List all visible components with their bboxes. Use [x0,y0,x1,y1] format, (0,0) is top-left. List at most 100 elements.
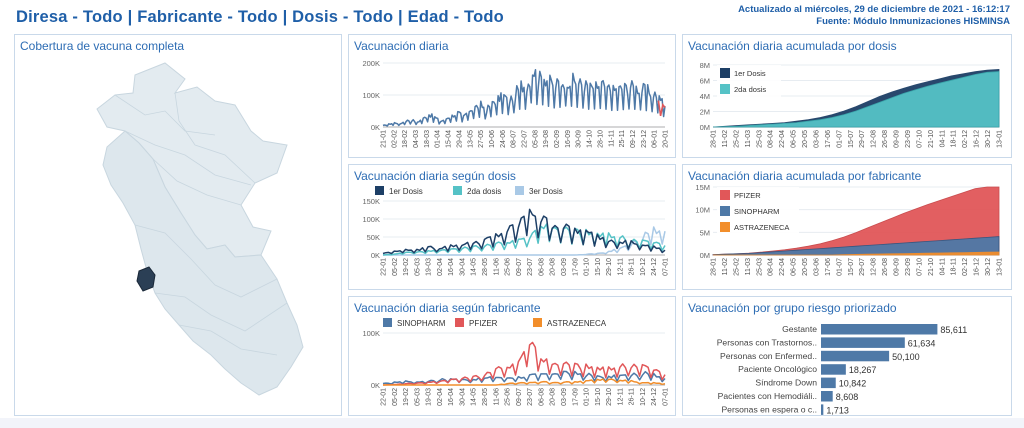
map-region-south[interactable] [102,130,304,396]
daily-x-tick: 02-02 [391,130,398,148]
daily-latest-segment[interactable] [657,100,666,117]
cummaker-x-tick: 26-08 [882,258,889,276]
dose-x-tick: 12-11 [617,258,624,275]
dose-y-tick: 0K [371,251,380,260]
panel-daily-maker: Vacunación diaria según fabricante 0K 100… [348,296,676,416]
risk-bar[interactable] [821,350,890,362]
cummaker-x-tick: 12-08 [871,258,878,276]
dose-legend-swatch[interactable] [453,186,462,195]
risk-bar[interactable] [821,404,824,415]
cummaker-legend-label[interactable]: PFIZER [734,191,761,200]
dose-x-tick: 25-06 [505,258,512,276]
cummaker-legend-label[interactable]: ASTRAZENECA [734,223,789,232]
cumdose-y-tick: 4M [700,92,710,101]
dose-legend-swatch[interactable] [515,186,524,195]
cummaker-y-tick: 10M [695,206,710,215]
map-region-lima-highlight[interactable] [136,266,156,292]
cummaker-legend-label[interactable]: SINOPHARM [734,207,779,216]
risk-value-label: 50,100 [892,352,920,362]
dose-legend-label[interactable]: 1er Dosis [389,187,423,196]
maker-x-tick: 15-10 [595,388,602,406]
cummaker-y-tick: 15M [695,183,710,192]
daily-x-tick: 18-03 [424,130,431,148]
cummaker-x-tick: 17-06 [825,258,832,276]
cummaker-legend-swatch[interactable] [720,206,730,216]
cummaker-x-tick: 21-10 [928,258,935,276]
daily-series-total[interactable] [382,68,666,127]
header-info: Actualizado al miércoles, 29 de diciembr… [738,4,1010,28]
maker-series-astrazeneca[interactable] [383,378,666,386]
cummaker-x-tick: 30-12 [985,258,992,276]
maker-x-tick: 29-10 [606,388,613,406]
chart-daily-maker[interactable]: 0K 100K 22-01 05-02 19-02 05-03 19-03 02-04 16-0… [349,297,676,416]
maker-legend-label[interactable]: SINOPHARM [397,319,446,328]
cummaker-x-tick: 02-12 [962,258,969,276]
cumdose-x-tick: 20-05 [802,130,809,148]
cummaker-area-sinopharm[interactable] [712,236,1000,256]
cummaker-legend-swatch[interactable] [720,222,730,232]
risk-bar[interactable] [821,377,836,389]
chart-risk-group[interactable]: Gestante 85,611 Personas con Trastornos.. 6… [683,297,1012,416]
map-panel: Cobertura de vacuna completa [14,34,342,416]
maker-legend-swatch[interactable] [383,318,392,327]
daily-x-tick: 24-06 [500,130,507,148]
cumdose-x-tick: 29-07 [859,130,866,148]
risk-bar[interactable] [821,324,938,335]
cummaker-x-tick: 11-02 [722,258,729,275]
cumdose-legend-swatch[interactable] [720,84,730,94]
risk-category-label: Personas con Trastornos.. [717,337,817,347]
cumdose-x-tick: 26-08 [882,130,889,148]
risk-bar[interactable] [821,364,846,375]
cumdose-legend-label[interactable]: 2da dosis [734,85,766,94]
dose-legend-label[interactable]: 3er Dosis [529,187,563,196]
dose-x-tick: 19-02 [403,258,410,276]
map-region-borders [114,92,288,356]
risk-bar[interactable] [821,391,833,402]
maker-x-tick: 09-07 [516,388,523,406]
cummaker-legend-swatch[interactable] [720,190,730,200]
dose-x-tick: 30-04 [459,258,466,276]
cumdose-legend-swatch[interactable] [720,68,730,78]
cummaker-x-tick: 16-12 [974,258,981,276]
cumdose-x-tick: 21-10 [928,130,935,148]
peru-map[interactable] [15,35,342,416]
cumdose-x-tick: 15-07 [848,130,855,148]
risk-bar[interactable] [821,337,905,348]
maker-legend-label[interactable]: ASTRAZENECA [547,319,607,328]
cumdose-x-tick: 04-11 [939,130,946,147]
cumdose-x-tick: 23-09 [905,130,912,148]
cumdose-x-tick: 12-08 [871,130,878,148]
maker-x-tick: 17-09 [572,388,579,406]
dose-series-1er-dosis[interactable] [382,208,666,255]
cumdose-area-2da-dosis[interactable] [712,71,1000,128]
chart-daily-dose[interactable]: 0K 50K 100K 150K 22-01 05-02 19-02 05-03 19-03 02… [349,165,676,290]
maker-legend-swatch[interactable] [455,318,464,327]
cummaker-area-astrazeneca[interactable] [713,251,1000,256]
dose-series-3er-dosis[interactable] [383,226,666,256]
maker-legend-label[interactable]: PFIZER [469,319,498,328]
chart-daily[interactable]: 0K 100K 200K 21-01 02-02 18-02 04-03 18-03 01-04… [349,35,676,158]
dose-x-tick: 26-11 [629,258,636,275]
maker-series-sinopharm[interactable] [382,370,666,385]
daily-x-tick: 01-04 [435,130,442,148]
daily-x-tick: 18-02 [402,130,409,148]
peru-regions[interactable] [96,62,304,396]
cummaker-x-tick: 15-07 [848,258,855,276]
dose-x-tick: 07-01 [663,258,670,276]
maker-x-tick: 19-03 [426,388,433,406]
cummaker-legend-bg [717,187,799,237]
dose-y-tick: 100K [362,215,380,224]
cumdose-legend-label[interactable]: 1er Dosis [734,69,766,78]
dose-x-tick: 17-09 [572,258,579,276]
chart-cum-maker[interactable]: 0M 5M 10M 15M 28-01 11-02 25-02 11-03 25-03 08-04… [683,165,1012,290]
chart-cum-dose[interactable]: 0M 2M 4M 6M 8M 28-01 11-02 25-02 11-03 25-03 08-04… [683,35,1012,158]
dose-series-2da-dosis[interactable] [382,223,666,256]
cummaker-x-tick: 04-11 [939,258,946,275]
maker-x-tick: 01-10 [584,388,591,406]
dose-legend-swatch[interactable] [375,186,384,195]
cumdose-x-tick: 01-07 [836,130,843,148]
panel-cum-dose: Vacunación diaria acumulada por dosis 0M… [682,34,1012,158]
maker-legend-swatch[interactable] [533,318,542,327]
maker-series-pfizer[interactable] [382,341,666,386]
dose-legend-label[interactable]: 2da dosis [467,187,501,196]
